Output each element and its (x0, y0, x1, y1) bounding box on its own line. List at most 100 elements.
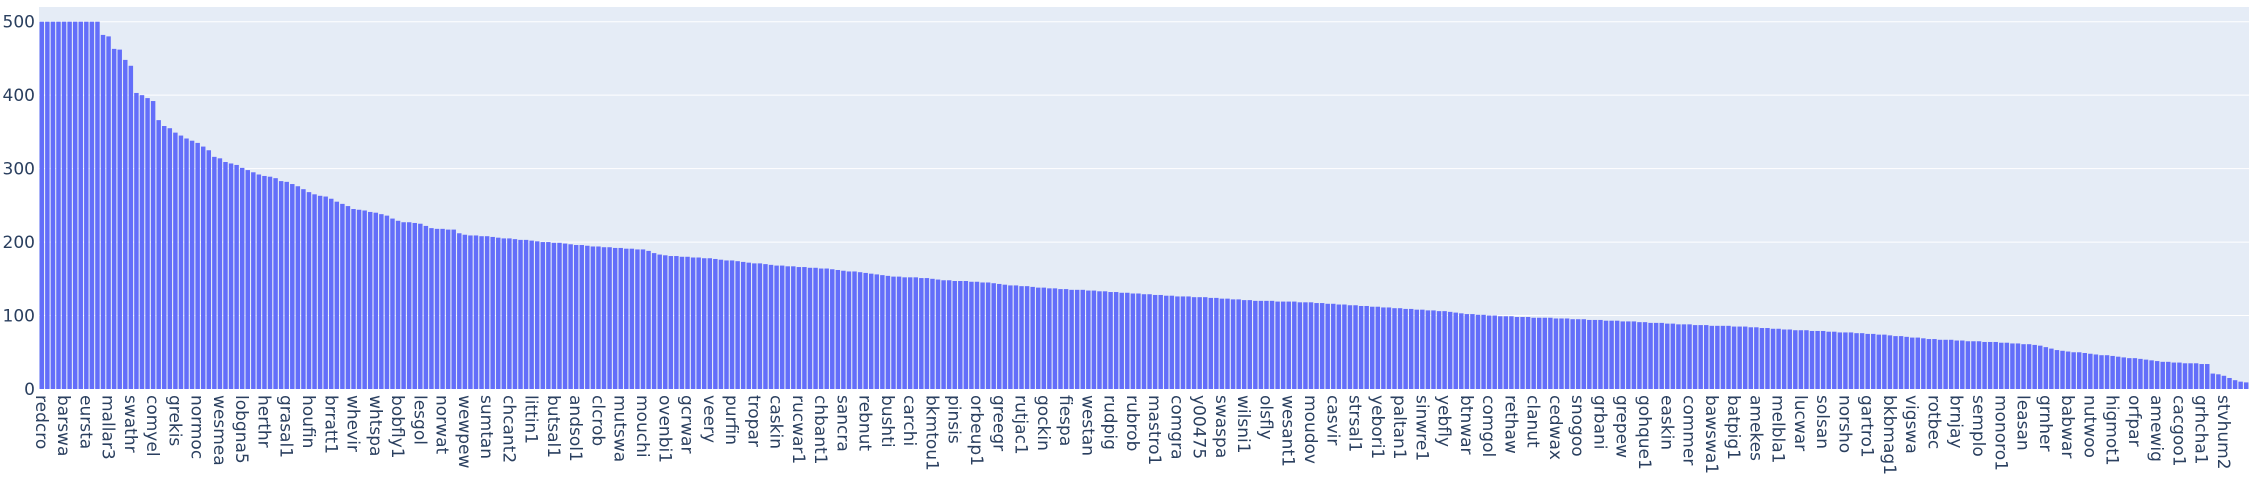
bar (974, 281, 980, 389)
x-tick-label: norwat (432, 395, 452, 454)
bar (1676, 324, 1681, 389)
bar (1375, 306, 1381, 389)
bar (1971, 341, 1976, 389)
bar (1587, 319, 1592, 389)
bar (245, 170, 250, 389)
bar (1509, 316, 1514, 389)
x-tick-label: clcrob (587, 395, 607, 446)
bar (1965, 341, 1971, 389)
bar (2182, 363, 2188, 389)
x-tick-label: butsal1 (543, 395, 563, 458)
bar (1787, 329, 1792, 389)
bar (869, 273, 874, 389)
bar (523, 239, 529, 389)
bar (1058, 289, 1063, 389)
bar (1659, 322, 1664, 389)
bar (61, 21, 67, 389)
bar (1197, 297, 1202, 389)
bar (167, 128, 173, 389)
bar (457, 233, 462, 389)
bar (651, 253, 657, 389)
bar (2093, 354, 2099, 389)
bar (373, 212, 379, 389)
x-tick-label: gohque1 (1634, 395, 1654, 470)
bar (1186, 296, 1191, 389)
bar (490, 236, 495, 389)
bar (2104, 355, 2110, 389)
bar (162, 126, 167, 389)
bar (1431, 310, 1436, 389)
bar (2021, 344, 2026, 389)
bar (1019, 286, 1024, 389)
bar (679, 256, 685, 389)
bar (924, 278, 930, 389)
bar (1871, 333, 1876, 389)
bar (2038, 345, 2043, 389)
bar (1748, 327, 1754, 389)
bar (2065, 351, 2071, 389)
x-tick-label: houfin (298, 395, 318, 448)
bar (251, 172, 256, 389)
bar (123, 59, 128, 390)
bar (1086, 290, 1091, 389)
bar (1414, 309, 1419, 389)
bar (1982, 341, 1987, 389)
bar (1353, 305, 1358, 389)
bar (2060, 350, 2065, 389)
x-tick-label: rudpig (1100, 395, 1120, 450)
bar (1253, 300, 1258, 389)
bar (1665, 323, 1670, 389)
x-tick-label: whtspa (365, 395, 385, 456)
bar (2166, 361, 2171, 389)
bar (763, 264, 768, 389)
bar (724, 260, 729, 389)
x-tick-label: rebnut (855, 395, 875, 451)
bar (902, 277, 907, 389)
bar (2015, 343, 2021, 389)
bar (1904, 336, 1909, 389)
bar (1592, 319, 1598, 389)
x-tick-label: sumtan (476, 395, 496, 459)
bar (1013, 285, 1019, 389)
bar (1542, 317, 1548, 389)
bar (1937, 339, 1943, 389)
bar (1492, 315, 1497, 389)
bar (395, 220, 401, 389)
bar (930, 278, 935, 389)
bar (1609, 320, 1614, 389)
bar (1809, 330, 1815, 389)
bar (1642, 322, 1648, 389)
bar (629, 248, 635, 389)
bar (2143, 359, 2149, 389)
x-tick-label: rutjac1 (1011, 395, 1031, 455)
bar (1264, 300, 1269, 389)
bar (874, 274, 880, 389)
bar (2115, 356, 2121, 389)
bar (200, 146, 206, 389)
bar (1781, 329, 1787, 389)
bar (1921, 338, 1926, 389)
bar (334, 201, 340, 389)
bar (351, 209, 356, 389)
bar (624, 248, 629, 389)
bar (1447, 311, 1453, 389)
x-tick-label: brnjay (1946, 395, 1966, 448)
bar (1503, 316, 1509, 389)
bar (39, 21, 45, 389)
bar (1392, 308, 1397, 389)
x-tick-label: comyel (142, 395, 162, 457)
x-tick-label: veery (699, 395, 719, 443)
bar (290, 184, 295, 389)
bar (1052, 288, 1058, 389)
bar (418, 223, 423, 389)
x-tick-label: brratt1 (320, 395, 340, 454)
bar (1169, 295, 1175, 389)
bar (145, 98, 150, 389)
bar (963, 281, 969, 389)
bar (1358, 305, 1364, 389)
bar (1653, 322, 1659, 389)
bar (72, 21, 78, 389)
bar (1681, 324, 1687, 389)
x-tick-label: grhcha1 (2191, 395, 2211, 465)
x-tick-label: melbla1 (1768, 395, 1788, 464)
